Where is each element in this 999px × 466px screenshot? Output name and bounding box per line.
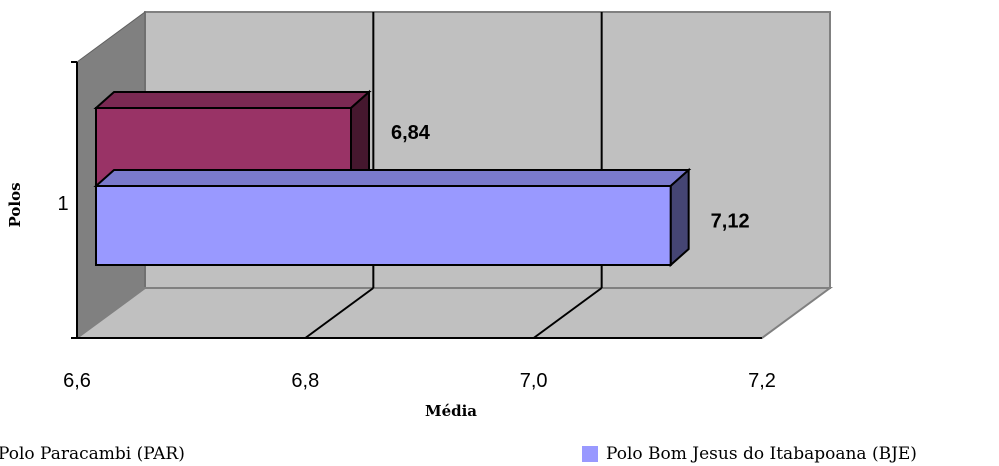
legend-item-bje: Polo Bom Jesus do Itabapoana (BJE) [582,444,917,464]
bar-side-1 [669,167,690,268]
data-label-1: 7,12 [711,211,750,233]
data-label-0: 6,84 [391,122,431,144]
legend-item-par: Polo Paracambi (PAR) [0,444,185,464]
bar-top-0 [93,91,372,109]
bar-top-1 [93,169,692,187]
x-tick-label: 6,6 [63,370,91,392]
x-axis-title: Média [425,402,477,420]
x-tick-label: 6,8 [291,370,319,392]
bar-front-1 [95,185,672,266]
x-tick-label: 7,2 [748,370,776,392]
bars [93,89,692,268]
y-tick-label: 1 [57,193,68,215]
gridline-floor [304,287,374,339]
gridline-floor [533,287,603,339]
axes [71,61,762,339]
legend-swatch-bje [582,446,598,462]
y-axis-title: Polos [6,182,24,227]
legend-label-bje: Polo Bom Jesus do Itabapoana (BJE) [606,444,917,464]
floor [73,287,834,339]
labels: 6,84 7,12 6,6 6,8 7,0 7,2 1 [57,122,775,392]
x-tick-label: 7,0 [520,370,548,392]
legend-label-par: Polo Paracambi (PAR) [0,444,185,464]
